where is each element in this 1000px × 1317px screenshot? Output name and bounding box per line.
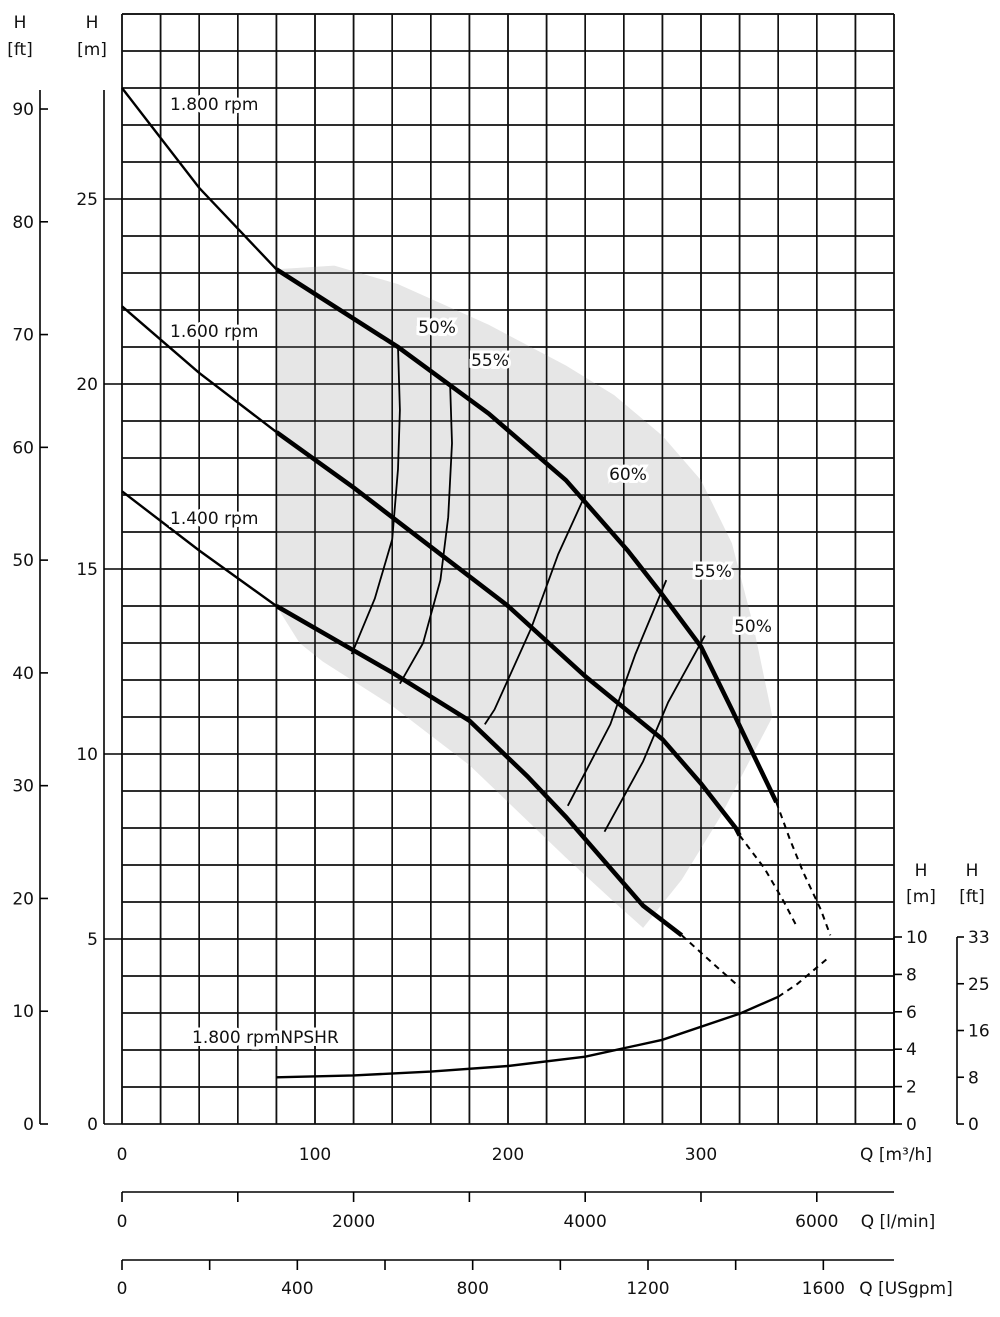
efficiency-line-2 [484, 494, 587, 725]
ft-axis-label-unit: [ft] [7, 40, 33, 60]
curve-1600-thin [121, 305, 278, 434]
m-tick-label: 15 [76, 560, 98, 580]
label-1400-rpm: 1.400 rpm [170, 509, 258, 529]
npsh-ft-tick-label: 16 [968, 1022, 990, 1042]
q-m3h-axis-label: Q [m³/h] [860, 1145, 932, 1165]
lmin-axis-label: Q [l/min] [861, 1212, 936, 1232]
lmin-tick-label: 4000 [564, 1212, 607, 1232]
q-m3h-tick-label: 200 [492, 1145, 524, 1165]
lmin-tick-label: 2000 [332, 1212, 375, 1232]
npsh-m-label-h: H [915, 861, 928, 881]
q-m3h-tick-label: 300 [685, 1145, 717, 1165]
npsh-ft-tick-label: 33 [968, 928, 990, 948]
m-tick-label: 0 [87, 1115, 98, 1135]
m-tick-label: 10 [76, 745, 98, 765]
npsh-ft-label-unit: [ft] [959, 887, 985, 907]
m-tick-label: 20 [76, 375, 98, 395]
curve-1400-bold [275, 604, 684, 938]
curve-1800-bold [275, 267, 779, 804]
label-npshr: 1.800 rpmNPSHR [192, 1028, 339, 1048]
npsh-m-tick-label: 6 [906, 1003, 917, 1023]
npsh-ft-tick-label: 25 [968, 975, 990, 995]
efficiency-line-0 [350, 346, 401, 655]
chart-curves [121, 87, 832, 1079]
npsh-ft-label-h: H [966, 861, 979, 881]
ft-tick-label: 30 [12, 777, 34, 797]
efficiency-line-3 [567, 579, 668, 807]
curve-1400-thin [121, 490, 278, 607]
q-m3h-tick-label: 0 [117, 1145, 128, 1165]
ft-tick-label: 70 [12, 326, 34, 346]
npshr-curve [276, 995, 779, 1079]
efficiency-label-4: 50% [734, 617, 772, 637]
usgpm-tick-label: 800 [456, 1279, 488, 1299]
ft-tick-label: 10 [12, 1002, 34, 1022]
ft-tick-label: 50 [12, 551, 34, 571]
usgpm-tick-label: 1600 [802, 1279, 845, 1299]
ft-tick-label: 90 [12, 100, 34, 120]
m-axis-label-unit: [m] [77, 40, 107, 60]
usgpm-tick-label: 1200 [626, 1279, 669, 1299]
chart-labels: 1.800 rpm 1.600 rpm 1.400 rpm 1.800 rpmNPSH… [167, 92, 775, 1051]
efficiency-label-3: 55% [694, 562, 732, 582]
npsh-m-tick-label: 0 [906, 1115, 917, 1135]
npsh-ft-tick-label: 0 [968, 1115, 979, 1135]
ft-tick-label: 0 [23, 1115, 34, 1135]
npsh-m-tick-label: 2 [906, 1078, 917, 1098]
npsh-m-tick-label: 8 [906, 965, 917, 985]
usgpm-tick-label: 400 [281, 1279, 313, 1299]
ft-tick-label: 20 [12, 889, 34, 909]
curve-1800-thin [121, 87, 278, 271]
operating-region-fill [276, 265, 773, 928]
q-m3h-tick-label: 100 [299, 1145, 331, 1165]
m-tick-label: 25 [76, 190, 98, 210]
efficiency-line-1 [399, 383, 453, 685]
usgpm-axis-label: Q [USgpm] [859, 1279, 952, 1299]
curve-1800-dashed [775, 801, 832, 936]
npsh-ft-tick-label: 8 [968, 1068, 979, 1088]
m-tick-label: 5 [87, 930, 98, 950]
ft-tick-label: 40 [12, 664, 34, 684]
lmin-tick-label: 0 [117, 1212, 128, 1232]
npsh-m-label-unit: [m] [906, 887, 936, 907]
efficiency-label-0: 50% [418, 318, 456, 338]
label-1800-rpm: 1.800 rpm [170, 95, 258, 115]
ft-tick-label: 80 [12, 213, 34, 233]
npsh-m-tick-label: 10 [906, 928, 928, 948]
curve-1600-bold [275, 430, 742, 837]
curve-1400-dashed [681, 934, 741, 988]
operating-region [121, 13, 895, 1125]
efficiency-line-4 [603, 635, 706, 833]
m-axis-label-h: H [86, 13, 99, 33]
curve-1600-dashed [738, 834, 799, 929]
npsh-m-tick-label: 4 [906, 1040, 917, 1060]
lmin-tick-label: 6000 [795, 1212, 838, 1232]
label-1600-rpm: 1.600 rpm [170, 322, 258, 342]
usgpm-tick-label: 0 [117, 1279, 128, 1299]
efficiency-label-2: 60% [609, 465, 647, 485]
ft-tick-label: 60 [12, 438, 34, 458]
npshr-curve-dashed [777, 958, 828, 998]
efficiency-label-1: 55% [471, 351, 509, 371]
ft-axis-label-h: H [14, 13, 27, 33]
